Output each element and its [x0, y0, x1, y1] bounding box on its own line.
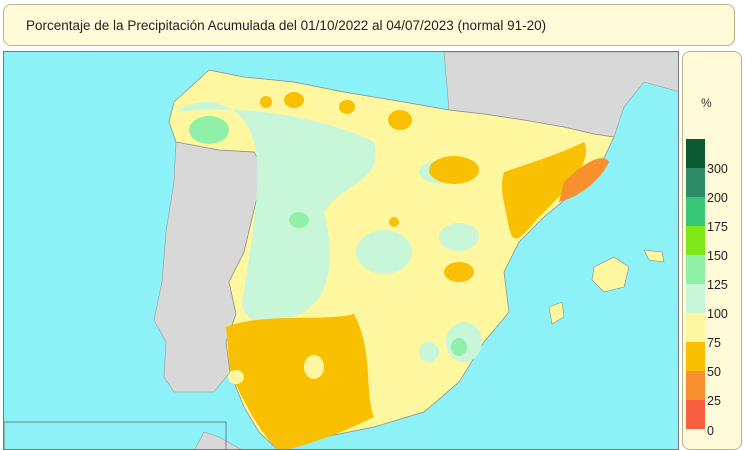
legend-label: 50: [707, 365, 721, 379]
canary-inset-frame: [4, 421, 227, 449]
legend-swatch: [686, 371, 705, 400]
legend-swatch: [686, 168, 705, 197]
legend-swatch: [686, 313, 705, 342]
africa: [194, 431, 242, 449]
legend-label: 75: [707, 336, 721, 350]
title-panel: Porcentaje de la Precipitación Acumulada…: [3, 4, 735, 46]
legend: % 300 200 175 150 125 100 75 50 25 0: [682, 51, 742, 450]
legend-unit: %: [701, 96, 712, 110]
zone-75-100-inner: [228, 355, 324, 384]
legend-label: 0: [707, 424, 714, 438]
legend-label: 300: [707, 162, 728, 176]
balearic-ibiza: [548, 301, 565, 325]
precipitation-map[interactable]: [3, 51, 679, 450]
legend-swatch: [686, 342, 705, 371]
legend-swatch: [686, 255, 705, 284]
legend-swatch: [686, 197, 705, 226]
map-canvas: [4, 52, 678, 449]
legend-swatch: [686, 226, 705, 255]
legend-label: 175: [707, 220, 728, 234]
legend-label: 125: [707, 278, 728, 292]
balearic-mallorca: [591, 256, 630, 293]
balearic-menorca: [643, 249, 665, 263]
zone-50-75: [226, 92, 586, 449]
legend-label: 150: [707, 249, 728, 263]
legend-swatch: [686, 139, 705, 168]
legend-swatch: [686, 284, 705, 313]
legend-label: 100: [707, 307, 728, 321]
zone-25-50: [559, 158, 609, 202]
legend-swatch: [686, 400, 705, 429]
map-title: Porcentaje de la Precipitación Acumulada…: [26, 18, 547, 33]
zone-125-150: [189, 116, 467, 356]
legend-label: 25: [707, 394, 721, 408]
legend-label: 200: [707, 191, 728, 205]
